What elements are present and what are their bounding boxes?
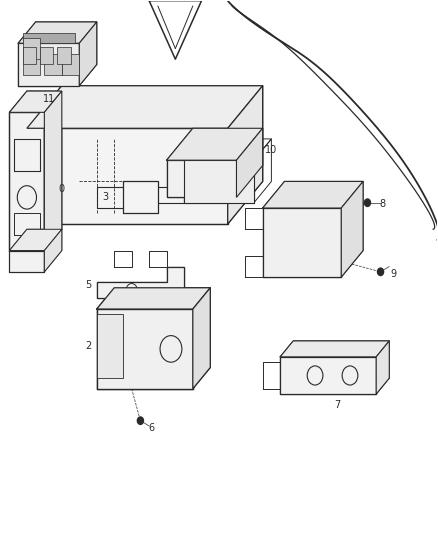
Text: 2: 2: [85, 341, 91, 351]
Text: 5: 5: [85, 280, 91, 290]
Bar: [22, 38, 40, 59]
Text: 10: 10: [265, 144, 278, 155]
Circle shape: [378, 268, 384, 276]
Circle shape: [138, 417, 144, 424]
Polygon shape: [18, 22, 97, 43]
Polygon shape: [18, 43, 79, 86]
Bar: [40, 47, 53, 64]
Text: 8: 8: [380, 199, 386, 209]
Polygon shape: [184, 160, 254, 203]
Text: 7: 7: [334, 400, 340, 410]
Bar: [44, 54, 62, 75]
Circle shape: [364, 199, 371, 206]
Polygon shape: [341, 181, 363, 277]
Polygon shape: [97, 314, 123, 378]
Text: 3: 3: [102, 192, 109, 203]
Polygon shape: [263, 181, 363, 208]
Text: 9: 9: [391, 270, 397, 279]
Bar: [22, 47, 35, 64]
Text: 6: 6: [148, 423, 154, 433]
Polygon shape: [97, 266, 184, 298]
Polygon shape: [44, 229, 62, 272]
Text: 11: 11: [42, 94, 55, 104]
Polygon shape: [193, 288, 210, 389]
Bar: [62, 54, 79, 75]
Polygon shape: [280, 357, 376, 394]
Polygon shape: [27, 128, 228, 224]
Text: 1: 1: [233, 179, 240, 189]
Polygon shape: [10, 229, 62, 251]
Polygon shape: [22, 33, 75, 43]
Polygon shape: [376, 341, 389, 394]
Polygon shape: [97, 309, 193, 389]
Bar: [57, 47, 71, 64]
Polygon shape: [10, 91, 62, 112]
Polygon shape: [10, 251, 44, 272]
Polygon shape: [228, 86, 263, 224]
Polygon shape: [280, 341, 389, 357]
Polygon shape: [166, 128, 263, 160]
Polygon shape: [97, 288, 210, 309]
Polygon shape: [27, 86, 263, 128]
Polygon shape: [79, 22, 97, 86]
Text: 4: 4: [347, 238, 353, 247]
Polygon shape: [237, 128, 263, 197]
Polygon shape: [263, 208, 341, 277]
Polygon shape: [44, 91, 62, 251]
Polygon shape: [10, 112, 44, 251]
Polygon shape: [166, 160, 237, 197]
Bar: [22, 54, 40, 75]
Text: 0: 0: [59, 184, 65, 195]
